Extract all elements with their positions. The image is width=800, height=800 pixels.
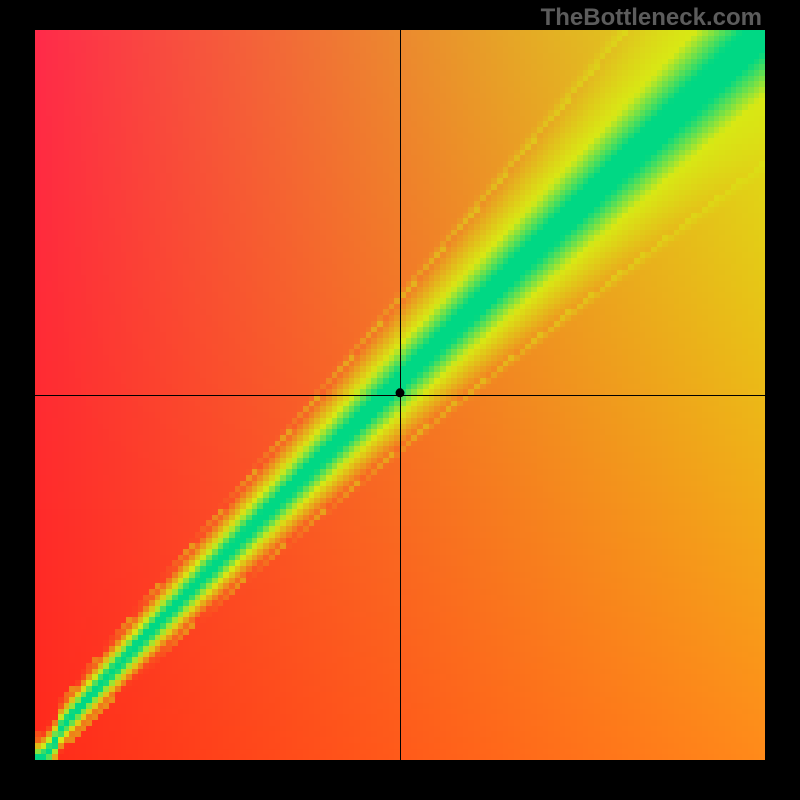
- heatmap-plot: [35, 30, 765, 760]
- chart-frame: TheBottleneck.com: [0, 0, 800, 800]
- watermark-text: TheBottleneck.com: [541, 4, 762, 32]
- heatmap-canvas: [35, 30, 765, 760]
